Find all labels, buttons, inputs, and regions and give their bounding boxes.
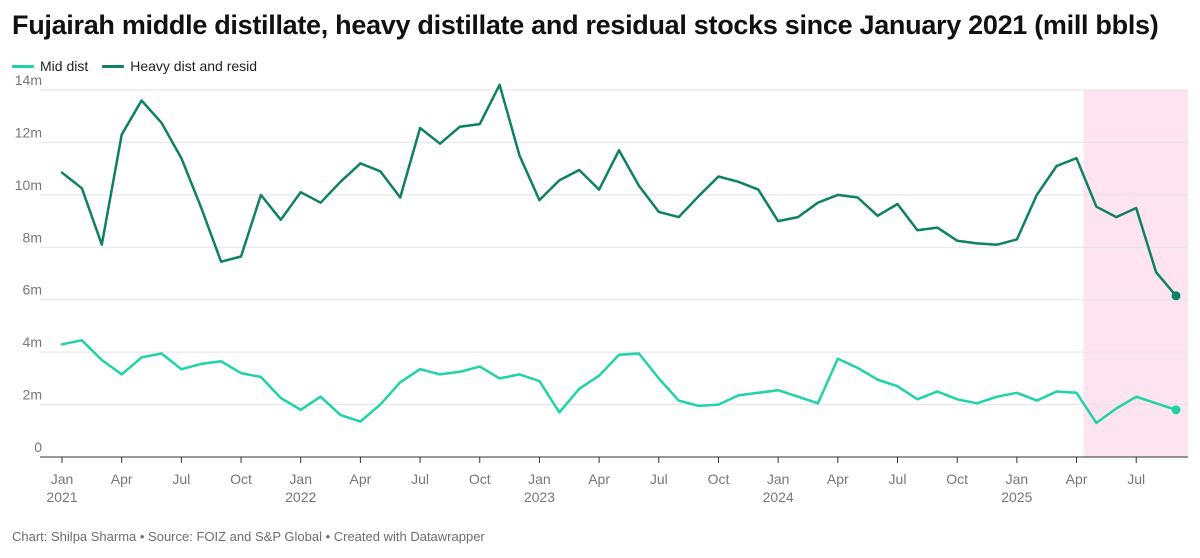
x-tick-label: Oct (946, 471, 968, 487)
x-tick-label: Jan (528, 471, 551, 487)
x-tick-year-label: 2022 (285, 489, 316, 505)
x-tick-label: Jan (767, 471, 790, 487)
x-tick-year-label: 2025 (1001, 489, 1032, 505)
x-tick-label: Jan (51, 471, 74, 487)
series-line-mid-dist (60, 339, 1178, 425)
x-tick-label: Oct (230, 471, 252, 487)
x-tick-label: Jan (1006, 471, 1029, 487)
series-endpoint-mid-dist (1171, 405, 1181, 415)
x-tick-label: Oct (469, 471, 491, 487)
x-tick-label: Jul (411, 471, 429, 487)
y-tick-label: 2m (23, 387, 42, 403)
x-tick-label: Jul (172, 471, 190, 487)
x-tick-label: Jul (889, 471, 907, 487)
x-tick-label: Jul (650, 471, 668, 487)
legend-swatch-heavy-dist (102, 64, 125, 68)
legend-label-heavy-dist: Heavy dist and resid (130, 58, 258, 74)
x-tick-year-label: 2024 (763, 489, 794, 505)
x-tick-label: Apr (111, 471, 133, 487)
x-tick-label: Apr (1066, 471, 1088, 487)
y-tick-label: 6m (23, 282, 42, 298)
legend-label-mid-dist: Mid dist (40, 58, 89, 74)
y-tick-label: 14m (15, 72, 42, 88)
legend-item-heavy-dist: Heavy dist and resid (102, 58, 257, 74)
chart-title: Fujairah middle distillate, heavy distil… (12, 10, 1159, 40)
x-tick-label: Apr (827, 471, 849, 487)
x-tick-label: Jan (289, 471, 312, 487)
legend-swatch-mid-dist (12, 64, 34, 68)
x-tick-label: Apr (349, 471, 371, 487)
x-tick-label: Oct (708, 471, 730, 487)
y-tick-label: 12m (15, 124, 42, 140)
legend-item-mid-dist: Mid dist (12, 58, 88, 74)
series-endpoint-heavy-dist (1171, 291, 1181, 301)
series-line-heavy-dist (60, 83, 1178, 298)
x-tick-year-label: 2023 (524, 489, 555, 505)
x-tick-year-label: 2021 (46, 489, 77, 505)
y-tick-label: 0 (34, 439, 42, 455)
y-tick-label: 4m (23, 334, 42, 350)
y-tick-label: 10m (15, 177, 42, 193)
highlight-band (1083, 90, 1188, 457)
legend: Mid dist Heavy dist and resid (12, 58, 257, 74)
x-tick-label: Jul (1127, 471, 1145, 487)
y-tick-label: 8m (23, 229, 42, 245)
x-tick-label: Apr (588, 471, 610, 487)
chart-footer: Chart: Shilpa Sharma • Source: FOIZ and … (12, 529, 485, 544)
